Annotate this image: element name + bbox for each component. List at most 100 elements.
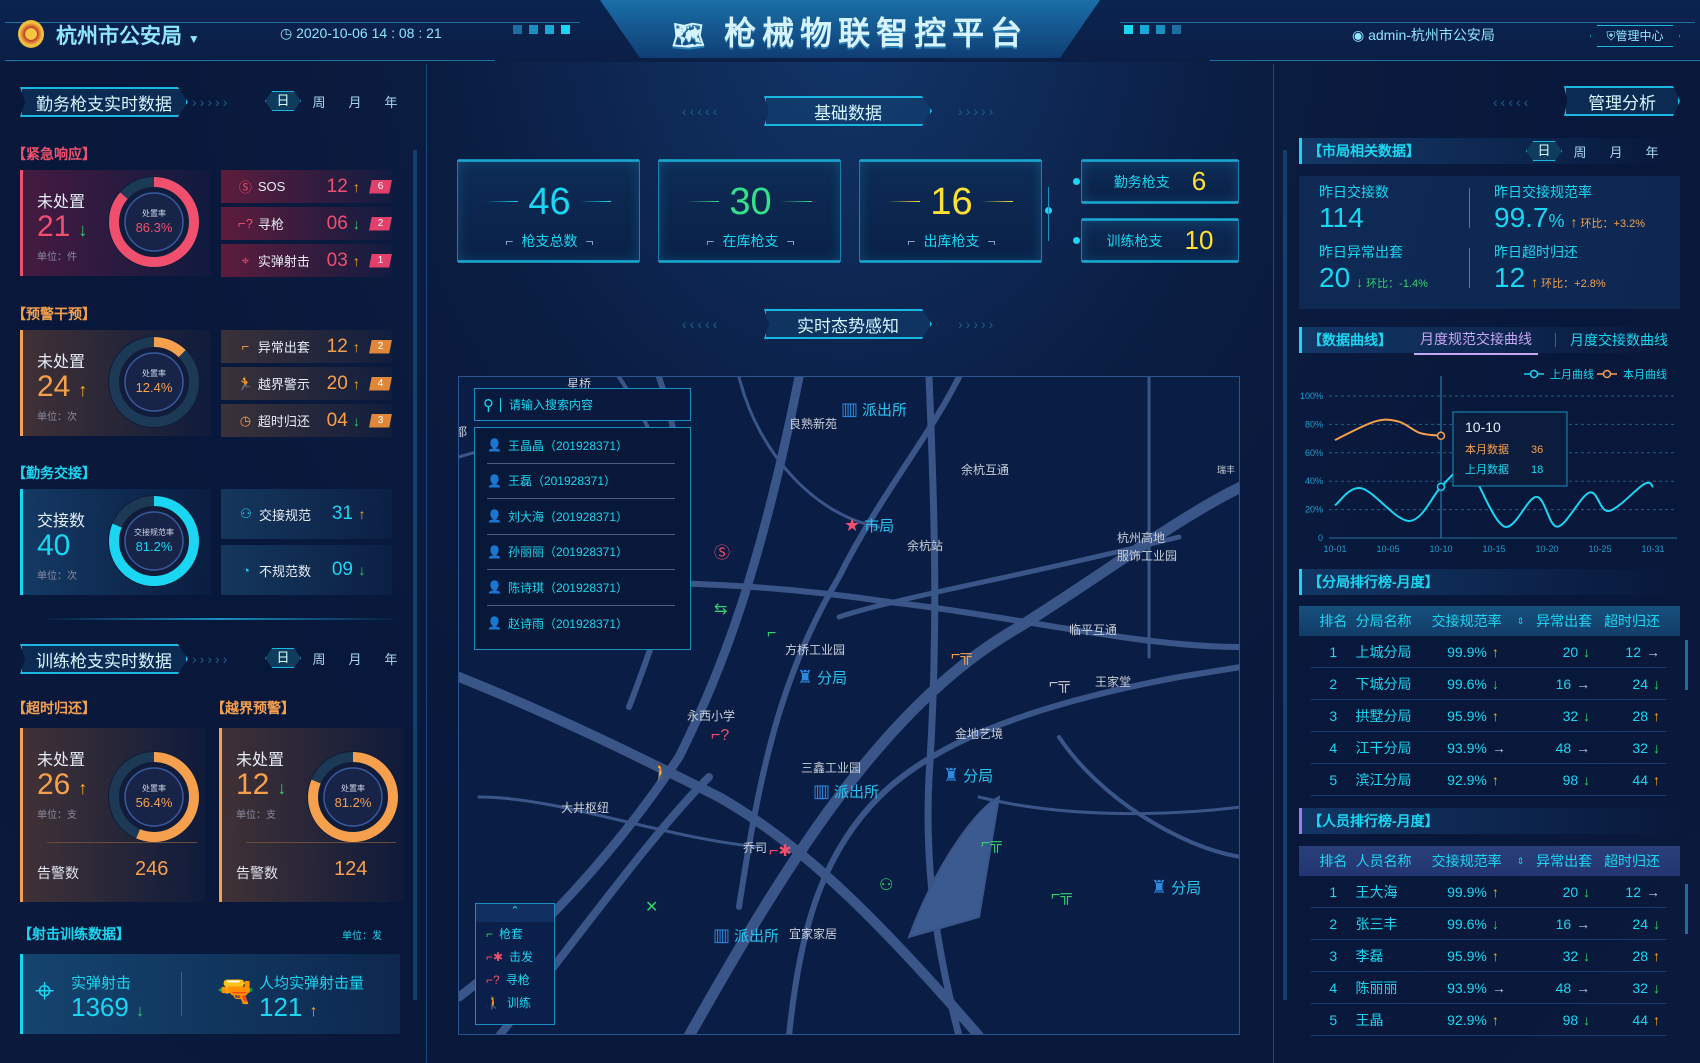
- period-tab-1[interactable]: 周: [1573, 144, 1587, 160]
- metric-value: 99.6%: [1447, 675, 1487, 692]
- table-row[interactable]: 5 王晶 92.9% ↑ 98 ↓ 44 ↑: [1311, 1004, 1666, 1036]
- map-marker[interactable]: Ⓢ: [714, 539, 730, 563]
- stat-label-row: ⌐ 枪支总数 ¬: [458, 231, 641, 251]
- map-marker[interactable]: ⌐: [767, 625, 776, 643]
- table-row[interactable]: 1 上城分局 99.9% ↑ 20 ↓ 12 →: [1311, 636, 1666, 668]
- sub-stat-value: 6: [1191, 166, 1207, 196]
- table-scrollbar[interactable]: [1685, 884, 1688, 934]
- table-row[interactable]: 2 下城分局 99.6% ↓ 16 → 24 ↓: [1311, 668, 1666, 700]
- map-marker[interactable]: ✕: [645, 897, 658, 917]
- person-item[interactable]: 👤 刘大海（201928371）: [487, 499, 675, 535]
- map-marker[interactable]: 🚶: [651, 763, 671, 783]
- period-tab-0[interactable]: 日: [265, 648, 301, 668]
- column-header[interactable]: 交接规范率: [1431, 853, 1502, 869]
- map-marker[interactable]: ⌐╦: [1049, 675, 1070, 693]
- rank: 4: [1329, 739, 1338, 756]
- period-tab-2[interactable]: 月: [348, 651, 362, 667]
- column-header[interactable]: 交接规范率: [1431, 613, 1502, 629]
- map[interactable]: 星桥 良熟新苑 余杭互通 瑞丰 余杭站 杭州高地 服饰工业园 临平互通 方桥工业园 王家堂 永西小学…: [458, 376, 1240, 1035]
- search-input[interactable]: ⚲ 请输入搜索内容: [474, 388, 691, 421]
- person-item[interactable]: 👤 赵诗雨（201928371）: [487, 606, 675, 642]
- police-station[interactable]: ▥ 派出所: [713, 925, 779, 946]
- map-marker[interactable]: ⌐?: [711, 727, 729, 745]
- warning-row[interactable]: ◷ 超时归还 04 ↓ 3: [221, 404, 392, 437]
- table-row[interactable]: 4 陈丽丽 93.9% → 48 → 32 ↓: [1311, 972, 1666, 1004]
- period-tab-1[interactable]: 周: [312, 94, 326, 110]
- sort-icon[interactable]: ⇕: [1516, 615, 1525, 626]
- legend-item[interactable]: ⌐ 枪套: [476, 922, 554, 945]
- sort-icon[interactable]: ⇕: [1516, 855, 1525, 866]
- metric-value: 95.9%: [1447, 947, 1487, 964]
- right-scrollbar[interactable]: [1283, 150, 1287, 1000]
- pistol-icon: ⌐╦: [951, 647, 972, 664]
- org-selector[interactable]: 杭州市公安局 ▼: [56, 20, 200, 50]
- table-row[interactable]: 4 江干分局 93.9% → 48 → 32 ↓: [1311, 732, 1666, 764]
- place-label: 余杭互通: [961, 463, 1010, 477]
- metric-cell: 12 →: [1598, 644, 1666, 660]
- tab-monthly-count-curve[interactable]: 月度交接数曲线: [1570, 332, 1668, 348]
- people-list: 👤 王晶晶（201928371） 👤 王磊（201928371） 👤 刘大海（201928…: [474, 427, 691, 650]
- table-row[interactable]: 2 张三丰 99.6% ↓ 16 → 24 ↓: [1311, 908, 1666, 940]
- handover-row[interactable]: ◔ 不规范数 09 ↓: [221, 545, 392, 595]
- map-marker[interactable]: ⇆: [714, 599, 727, 619]
- person-item[interactable]: 👤 王磊（201928371）: [487, 464, 675, 499]
- person-item[interactable]: 👤 陈诗琪（201928371）: [487, 570, 675, 606]
- live-fire-value: 1369 ↓: [71, 992, 144, 1023]
- map-marker[interactable]: ⌐╦: [951, 647, 972, 665]
- police-station[interactable]: ♜ 分局: [797, 667, 847, 688]
- person-item[interactable]: 👤 王晶晶（201928371）: [487, 428, 675, 464]
- map-marker[interactable]: ⌐╦: [1051, 887, 1072, 905]
- period-tab-3[interactable]: 年: [1645, 144, 1659, 160]
- x-tick-label: 10-15: [1482, 544, 1505, 554]
- period-tab-2[interactable]: 月: [1609, 144, 1623, 160]
- police-station[interactable]: ▥ 派出所: [813, 781, 879, 802]
- table-row[interactable]: 3 李磊 95.9% ↑ 32 ↓ 28 ↑: [1311, 940, 1666, 972]
- left-scrollbar[interactable]: [413, 150, 417, 1000]
- legend-item[interactable]: ⌐? 寻枪: [476, 968, 554, 991]
- user-info[interactable]: ◉ admin-杭州市公安局: [1352, 25, 1495, 45]
- arrow-down-icon: ↓: [78, 220, 88, 240]
- person-item[interactable]: 👤 孙丽丽（201928371）: [487, 535, 675, 570]
- collapse-chevron-up-icon[interactable]: ⌃: [476, 904, 554, 922]
- emergency-row[interactable]: ⌐? 寻枪 06 ↓ 2: [221, 207, 392, 240]
- rate-value: 86.3%: [135, 220, 173, 235]
- map-marker[interactable]: ⚇: [879, 875, 893, 895]
- metric-cell: 95.9% ↑: [1423, 708, 1530, 724]
- emergency-row[interactable]: Ⓢ SOS 12 ↑ 6: [221, 170, 392, 203]
- map-marker[interactable]: ⌐╦: [981, 835, 1002, 853]
- handover-row[interactable]: ⚇ 交接规范 31 ↑: [221, 489, 392, 539]
- table-row[interactable]: 3 拱墅分局 95.9% ↑ 32 ↓ 28 ↑: [1311, 700, 1666, 732]
- legend-item[interactable]: ⌐✱ 击发: [476, 945, 554, 968]
- period-tab-1[interactable]: 周: [312, 651, 326, 667]
- table-row[interactable]: 5 滨江分局 92.9% ↑ 98 ↓ 44 ↑: [1311, 764, 1666, 796]
- period-tab-0[interactable]: 日: [1526, 141, 1562, 161]
- table-row[interactable]: 1 王大海 99.9% ↑ 20 ↓ 12 →: [1311, 876, 1666, 908]
- arrow-down-icon: ↓: [1583, 883, 1591, 900]
- warning-row[interactable]: ⌐ 异常出套 12 ↑ 2: [221, 330, 392, 363]
- value-number: 24: [37, 370, 71, 403]
- police-station[interactable]: ★ 市局: [844, 515, 894, 536]
- admin-center-button[interactable]: ⛨管理中心: [1590, 25, 1680, 47]
- glow-line-decor: [888, 201, 920, 202]
- police-station[interactable]: ▥ 派出所: [841, 399, 907, 420]
- police-station[interactable]: ♜ 分局: [1151, 877, 1201, 898]
- warning-row[interactable]: 🏃 越界警示 20 ↑ 4: [221, 367, 392, 400]
- period-tab-2[interactable]: 月: [348, 94, 362, 110]
- divider: [246, 842, 396, 843]
- period-tab-3[interactable]: 年: [384, 651, 398, 667]
- legend-item[interactable]: 🚶 训练: [476, 991, 554, 1014]
- person-name: 赵诗雨（201928371）: [507, 616, 629, 631]
- police-station[interactable]: ♜ 分局: [943, 765, 993, 786]
- emergency-row[interactable]: ⌖ 实弹射击 03 ↑ 1: [221, 244, 392, 277]
- rate-value: 81.2%: [135, 539, 173, 554]
- period-tab-3[interactable]: 年: [384, 94, 398, 110]
- map-marker[interactable]: ⌐✱: [769, 841, 792, 861]
- place-label: 永西小学: [687, 709, 736, 723]
- period-tab-0[interactable]: 日: [265, 91, 301, 111]
- status-label: 未处置: [37, 194, 86, 211]
- chevrons-decor: ›››››: [958, 316, 997, 332]
- divider: [1210, 60, 1700, 61]
- table-scrollbar[interactable]: [1685, 640, 1688, 690]
- tooltip-label: 本月数据: [1465, 442, 1509, 456]
- tab-monthly-standard-curve[interactable]: 月度规范交接曲线: [1414, 329, 1538, 355]
